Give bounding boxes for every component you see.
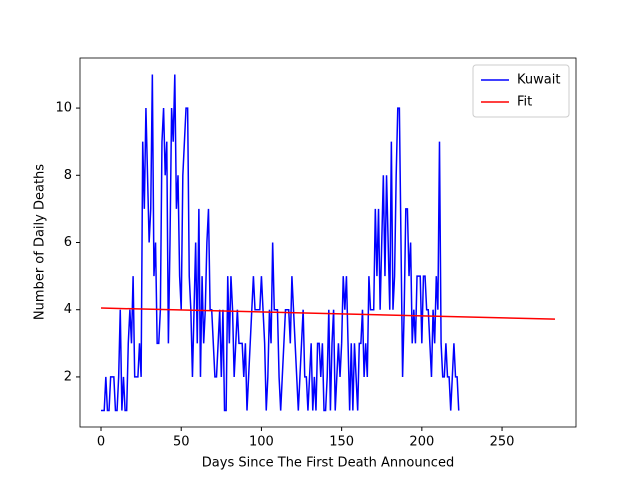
x-tick-label: 200: [409, 435, 434, 450]
x-tick-label: 150: [329, 435, 354, 450]
y-tick-label: 6: [64, 235, 72, 250]
y-tick-label: 2: [64, 369, 72, 384]
line: [100, 307, 556, 320]
y-tick-label: 4: [64, 302, 72, 317]
x-tick-label: 0: [97, 435, 105, 450]
line: [101, 74, 460, 412]
x-tick-label: 50: [173, 435, 190, 450]
y-tick-label: 8: [64, 168, 72, 183]
x-tick-label: 100: [249, 435, 274, 450]
axes-frame: [79, 57, 577, 428]
legend-label: Kuwait: [517, 73, 560, 88]
y-axis-label: Number of Daily Deaths: [33, 164, 48, 320]
y-tick-label: 10: [55, 101, 72, 116]
x-tick-label: 250: [490, 435, 515, 450]
x-axis-label: Days Since The First Death Announced: [202, 456, 454, 471]
legend-label: Fit: [517, 95, 532, 110]
legend-box: [472, 64, 570, 118]
